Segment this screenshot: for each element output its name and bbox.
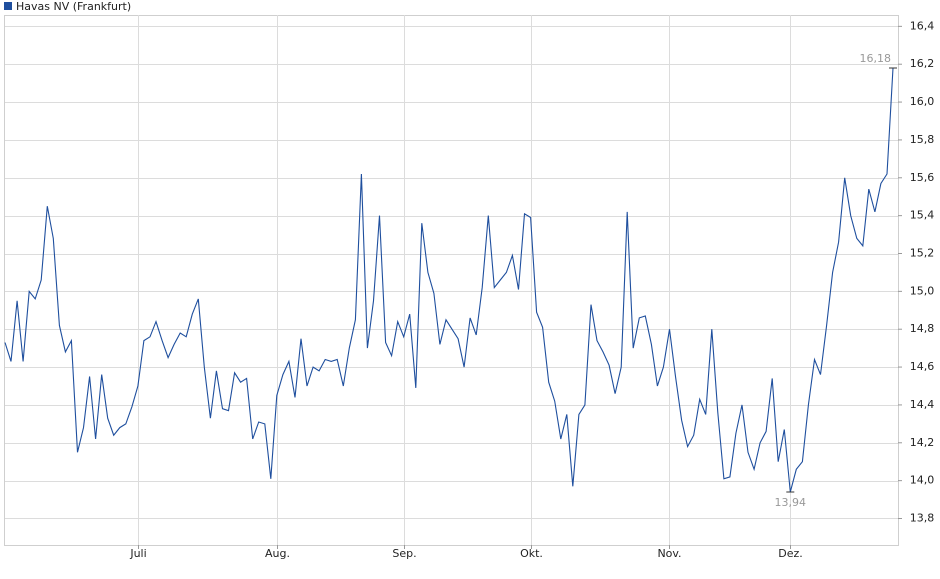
y-tick-label: 14,6	[910, 360, 935, 373]
y-tick-label: 15,0	[910, 284, 935, 297]
x-tick-label: Sep.	[392, 547, 416, 560]
value-label: 13,94	[775, 496, 807, 509]
price-line	[4, 67, 894, 493]
x-tick-label: Aug.	[265, 547, 290, 560]
y-tick-label: 16,0	[910, 95, 935, 108]
y-tick-label: 13,8	[910, 512, 935, 525]
y-tick-label: 15,4	[910, 209, 935, 222]
y-tick-label: 14,4	[910, 398, 935, 411]
legend-swatch	[4, 2, 12, 10]
y-tick-label: 15,8	[910, 133, 935, 146]
value-label: 16,18	[860, 52, 892, 65]
y-tick-label: 15,6	[910, 171, 935, 184]
x-tick-label: Juli	[129, 547, 146, 560]
legend-label: Havas NV (Frankfurt)	[16, 0, 131, 13]
y-tick-label: 16,4	[910, 19, 935, 32]
y-tick-label: 14,0	[910, 474, 935, 487]
x-tick-label: Nov.	[657, 547, 681, 560]
x-tick-label: Okt.	[520, 547, 543, 560]
y-tick-label: 14,2	[910, 436, 935, 449]
y-tick-label: 16,2	[910, 57, 935, 70]
y-tick-label: 15,2	[910, 247, 935, 260]
y-tick-label: 14,8	[910, 322, 935, 335]
x-tick-label: Dez.	[778, 547, 803, 560]
